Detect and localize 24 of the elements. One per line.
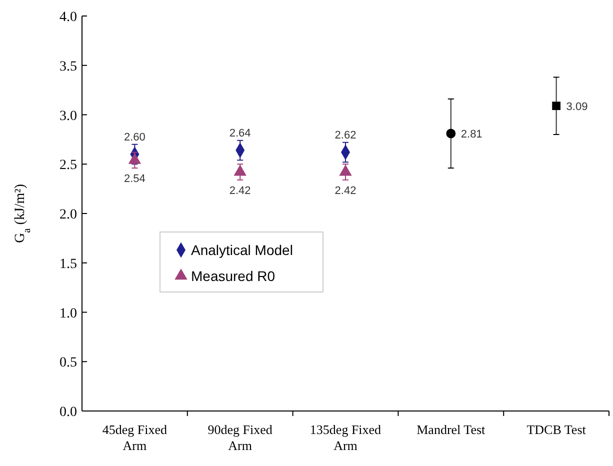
x-tick-label: Mandrel Test (416, 422, 486, 437)
x-tick-label: 45deg Fixed Arm (102, 422, 168, 453)
y-tick-label: 3.5 (60, 59, 77, 74)
data-label: 2.60 (124, 131, 146, 144)
y-tick-label: 2.5 (60, 158, 77, 174)
legend-label: Analytical Model (191, 242, 293, 258)
y-tick-label: 2.0 (60, 208, 77, 222)
data-label: 2.64 (229, 127, 251, 140)
y-tick-label: 0.5 (60, 356, 77, 371)
legend-label: Measured R0 (191, 268, 276, 284)
y-tick-label: 0.0 (60, 405, 77, 420)
x-tick-label: 135deg Fixed Arm (310, 422, 382, 453)
y-tick-label: 4.0 (60, 10, 77, 25)
y-tick-label: 3.0 (60, 108, 77, 124)
y-tick-label: 1.0 (60, 306, 77, 322)
data-label: 2.42 (334, 185, 356, 198)
x-tick-label: TDCB Test (526, 422, 586, 437)
data-label: 3.09 (566, 100, 588, 113)
x-tick-label: 90deg Fixed Arm (208, 422, 273, 453)
data-label: 2.42 (229, 185, 251, 198)
data-label: 2.62 (334, 129, 356, 142)
data-label: 2.54 (124, 173, 146, 186)
y-tick-label: 1.5 (60, 256, 77, 272)
data-label: 2.81 (460, 128, 482, 141)
